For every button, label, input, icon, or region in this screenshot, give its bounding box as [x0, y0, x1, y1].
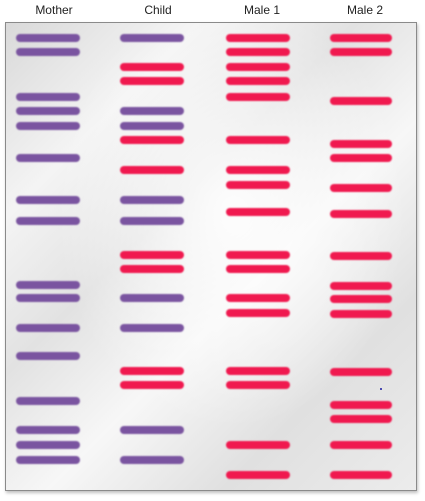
band-male-2-7 — [330, 210, 392, 218]
band-male-1-4 — [226, 77, 290, 85]
band-mother-1 — [16, 34, 80, 42]
band-male-1-3 — [226, 63, 290, 71]
band-child-5 — [120, 122, 184, 130]
band-male-1-2 — [226, 48, 290, 56]
band-child-11 — [120, 265, 184, 273]
band-mother-15 — [16, 441, 80, 449]
band-child-17 — [120, 456, 184, 464]
band-child-9 — [120, 217, 184, 225]
band-mother-8 — [16, 217, 80, 225]
band-mother-10 — [16, 294, 80, 302]
band-male-1-5 — [226, 93, 290, 101]
lane-header-mother: Mother — [35, 3, 73, 17]
band-male-2-8 — [330, 252, 392, 260]
band-male-1-15 — [226, 381, 290, 389]
band-male-2-5 — [330, 154, 392, 162]
band-male-2-13 — [330, 401, 392, 409]
band-male-2-1 — [330, 34, 392, 42]
band-child-1 — [120, 34, 184, 42]
band-male-1-13 — [226, 309, 290, 317]
band-child-13 — [120, 324, 184, 332]
band-male-2-12 — [330, 368, 392, 376]
band-male-2-4 — [330, 140, 392, 148]
band-mother-16 — [16, 456, 80, 464]
band-male-1-10 — [226, 251, 290, 259]
band-male-1-17 — [226, 471, 290, 479]
band-male-1-11 — [226, 265, 290, 273]
band-male-1-8 — [226, 181, 290, 189]
stray-mark — [380, 388, 382, 390]
band-male-2-11 — [330, 310, 392, 318]
band-mother-5 — [16, 122, 80, 130]
band-male-1-6 — [226, 136, 290, 144]
band-child-16 — [120, 426, 184, 434]
band-mother-14 — [16, 426, 80, 434]
band-mother-11 — [16, 324, 80, 332]
band-child-10 — [120, 251, 184, 259]
band-male-2-6 — [330, 184, 392, 192]
band-male-1-14 — [226, 367, 290, 375]
band-mother-6 — [16, 154, 80, 162]
band-child-7 — [120, 166, 184, 174]
band-child-2 — [120, 63, 184, 71]
band-child-4 — [120, 107, 184, 115]
band-child-12 — [120, 294, 184, 302]
band-male-2-16 — [330, 471, 392, 479]
band-mother-2 — [16, 48, 80, 56]
band-mother-3 — [16, 93, 80, 101]
band-male-2-3 — [330, 97, 392, 105]
band-male-1-7 — [226, 166, 290, 174]
band-mother-7 — [16, 196, 80, 204]
band-child-14 — [120, 367, 184, 375]
band-male-1-16 — [226, 441, 290, 449]
gel — [5, 22, 417, 491]
band-male-1-9 — [226, 208, 290, 216]
band-child-6 — [120, 136, 184, 144]
band-mother-9 — [16, 281, 80, 289]
band-mother-13 — [16, 397, 80, 405]
band-child-3 — [120, 77, 184, 85]
band-male-2-9 — [330, 282, 392, 290]
band-child-8 — [120, 196, 184, 204]
band-male-1-1 — [226, 34, 290, 42]
lane-header-child: Child — [144, 3, 172, 17]
band-male-2-2 — [330, 48, 392, 56]
band-male-2-14 — [330, 415, 392, 423]
band-male-2-15 — [330, 441, 392, 449]
lane-header-male-2: Male 2 — [346, 3, 384, 17]
lane-header-male-1: Male 1 — [243, 3, 281, 17]
band-mother-12 — [16, 352, 80, 360]
band-child-15 — [120, 381, 184, 389]
band-male-1-12 — [226, 294, 290, 302]
band-mother-4 — [16, 107, 80, 115]
band-male-2-10 — [330, 295, 392, 303]
